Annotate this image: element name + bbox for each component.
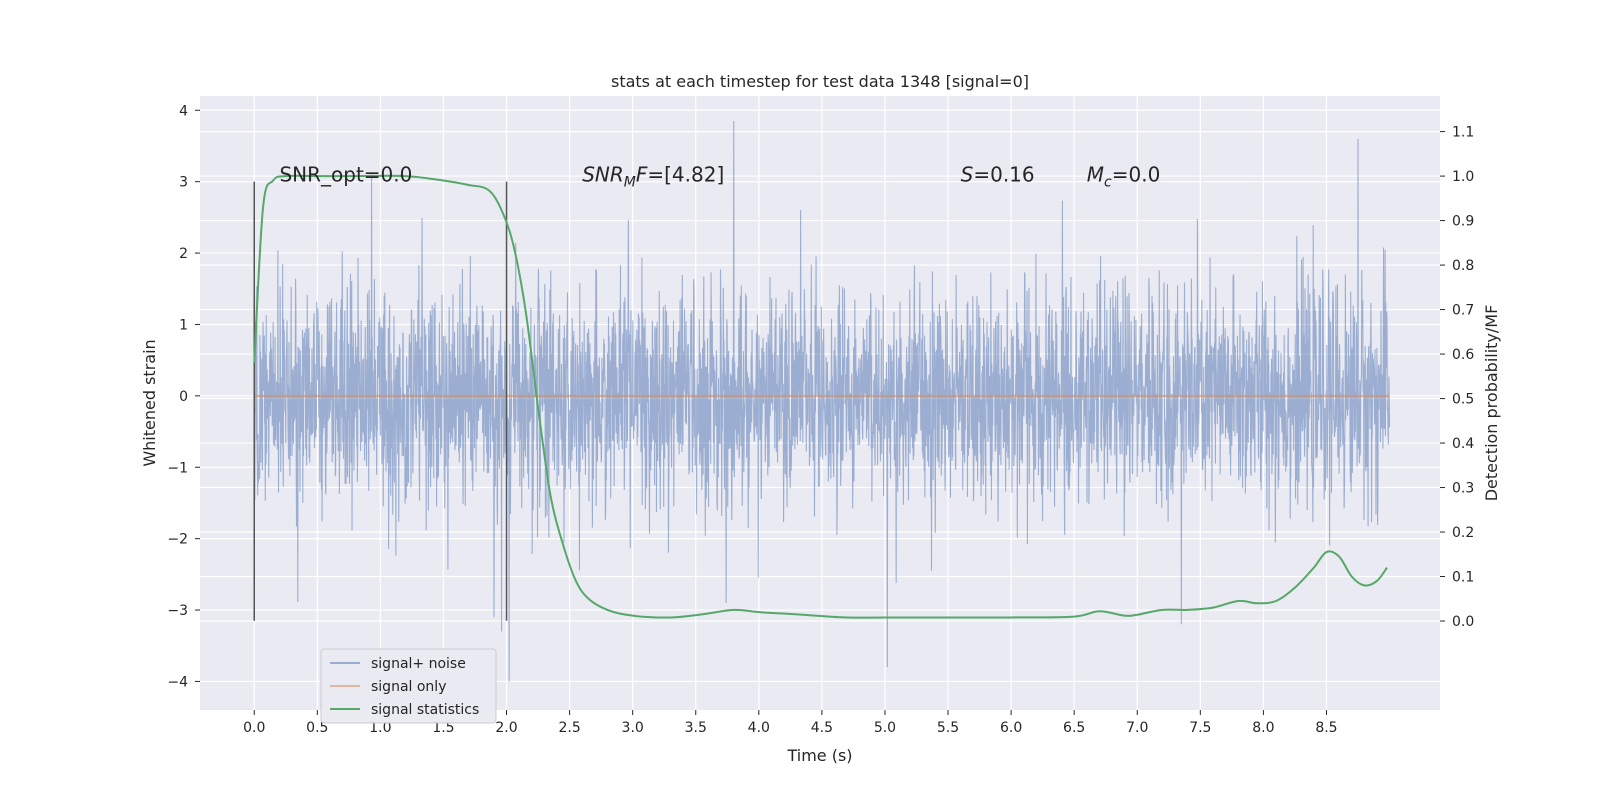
- axes: 0.0 0.5 1.0 1.5 2.0 2.5 3.0 3.5 4.0 4.5 5.0 5.5 6.0 6…: [167, 103, 1474, 736]
- y-right-tick-label: 0.2: [1452, 525, 1474, 541]
- x-tick-label: 5.0: [874, 720, 896, 736]
- annotation-part: =[4.82]: [647, 163, 724, 187]
- noise-line: [253, 120, 1391, 682]
- legend-label-signal-statistics: signal statistics: [371, 702, 479, 718]
- series-signal-noise: [253, 120, 1391, 682]
- annotation-text: SNR_opt=0.0: [279, 163, 412, 187]
- x-tick-label: 6.5: [1063, 720, 1085, 736]
- x-axis-label: Time (s): [786, 746, 852, 765]
- y-tick-label: 3: [179, 175, 188, 191]
- annotation-text: Mc=0.0: [1087, 163, 1161, 191]
- y-axis-label: Whitened strain: [140, 339, 159, 466]
- y-tick-label: 2: [179, 246, 188, 262]
- x-tick-label: 2.5: [558, 720, 580, 736]
- legend-label-signal-only: signal only: [371, 679, 446, 695]
- x-tick-label: 8.5: [1315, 720, 1337, 736]
- y-tick-label: −1: [167, 460, 188, 476]
- annotation-part: F: [636, 163, 648, 187]
- annotation-part: M: [1087, 163, 1104, 187]
- annotation-part: =0.16: [973, 163, 1034, 187]
- y-right-tick-label: 0.8: [1452, 258, 1474, 274]
- y-right-tick-label: 0.9: [1452, 214, 1474, 230]
- y-right-tick-label: 0.4: [1452, 436, 1474, 452]
- x-tick-label: 3.5: [685, 720, 707, 736]
- y-right-tick-label: 0.7: [1452, 303, 1474, 319]
- y-tick-label: 0: [179, 389, 188, 405]
- y-tick-label: 1: [179, 317, 188, 333]
- x-tick-label: 7.5: [1189, 720, 1211, 736]
- y-right-tick-label: 1.1: [1452, 125, 1474, 141]
- annotation-text: SNRMF=[4.82]: [582, 163, 724, 191]
- y-tick-label: −3: [167, 603, 188, 619]
- x-tick-label: 8.0: [1252, 720, 1274, 736]
- series-signal-statistics: [253, 174, 1388, 619]
- annotation-part: S: [961, 163, 974, 187]
- annotation-part: c: [1104, 175, 1112, 191]
- y-right-tick-label: 0.5: [1452, 392, 1474, 408]
- annotation-part: =0.0: [1112, 163, 1161, 187]
- chart-title: stats at each timestep for test data 134…: [611, 72, 1029, 91]
- x-tick-label: 2.0: [495, 720, 517, 736]
- x-tick-label: 4.5: [811, 720, 833, 736]
- x-tick-label: 3.0: [622, 720, 644, 736]
- y-right-tick-label: 0.6: [1452, 347, 1474, 363]
- y-right-tick-label: 0.0: [1452, 614, 1474, 630]
- annotation-part: SNR: [582, 163, 624, 187]
- x-tick-label: 7.0: [1126, 720, 1148, 736]
- x-tick-label: 4.0: [748, 720, 770, 736]
- legend-label-signal-noise: signal+ noise: [371, 656, 466, 672]
- y-right-tick-label: 1.0: [1452, 169, 1474, 185]
- annotations: SNR_opt=0.0 SNRMF=[4.82] S=0.16 Mc=0.0: [279, 163, 1160, 191]
- x-tick-label: 0.5: [306, 720, 328, 736]
- annotation-text: S=0.16: [961, 163, 1035, 187]
- y-tick-label: 4: [179, 103, 188, 119]
- y-tick-label: −2: [167, 532, 188, 548]
- y-axis-right-label: Detection probability/MF: [1482, 305, 1501, 502]
- x-tick-label: 6.0: [1000, 720, 1022, 736]
- legend-box: [320, 648, 497, 724]
- y-tick-label: −4: [167, 674, 188, 690]
- x-tick-label: 1.5: [432, 720, 454, 736]
- y-right-tick-label: 0.1: [1452, 570, 1474, 586]
- legend: signal+ noise signal only signal statist…: [320, 648, 497, 724]
- annotation-part: SNR_opt=0.0: [279, 163, 412, 187]
- y-right-tick-label: 0.3: [1452, 481, 1474, 497]
- vertical-markers: [253, 181, 508, 621]
- annotation-part: M: [624, 175, 636, 191]
- x-tick-label: 1.0: [369, 720, 391, 736]
- x-tick-label: 5.5: [937, 720, 959, 736]
- x-tick-label: 0.0: [243, 720, 265, 736]
- statistics-line: [253, 174, 1388, 619]
